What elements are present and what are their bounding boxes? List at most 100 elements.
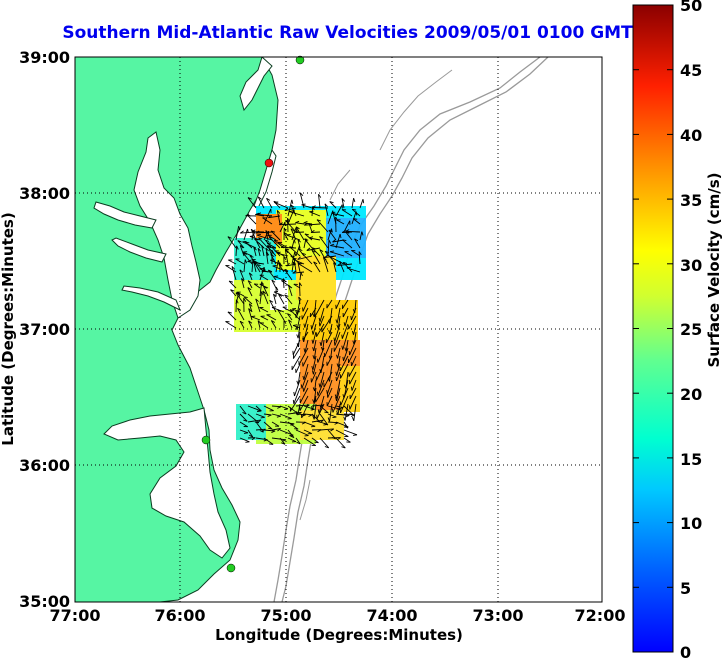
velocity-arrow-head bbox=[265, 247, 269, 252]
velocity-arrow bbox=[259, 266, 265, 281]
velocity-arrow bbox=[285, 219, 297, 233]
velocity-arrow bbox=[330, 245, 345, 249]
velocity-arrow bbox=[263, 429, 276, 432]
velocity-arrow bbox=[299, 282, 301, 297]
velocity-arrow-head bbox=[341, 198, 345, 202]
velocity-arrow-head bbox=[249, 255, 254, 258]
velocity-arrow bbox=[303, 429, 312, 434]
velocity-arrow-head bbox=[244, 259, 248, 264]
velocity-arrow-head bbox=[312, 399, 315, 404]
velocity-arrow-head bbox=[303, 348, 306, 353]
velocity-arrow-head bbox=[292, 270, 297, 274]
velocity-arrow bbox=[228, 259, 237, 265]
velocity-arrow-head bbox=[301, 414, 306, 417]
velocity-arrow-head bbox=[284, 294, 289, 297]
velocity-arrow-head bbox=[228, 280, 234, 283]
velocity-arrow bbox=[341, 198, 345, 209]
velocity-arrow-head bbox=[243, 419, 248, 422]
velocity-arrow bbox=[255, 231, 273, 234]
velocity-arrow bbox=[301, 252, 313, 265]
velocity-arrow-head bbox=[333, 262, 337, 266]
velocity-arrow-head bbox=[343, 322, 346, 327]
velocity-arrow bbox=[325, 331, 333, 344]
velocity-arrow-head bbox=[336, 363, 339, 368]
velocity-arrow bbox=[261, 245, 265, 257]
velocity-arrow bbox=[270, 230, 281, 241]
velocity-arrow bbox=[348, 315, 357, 330]
velocity-arrow bbox=[246, 214, 257, 225]
velocity-arrow bbox=[304, 233, 313, 241]
velocity-arrow bbox=[292, 271, 305, 274]
velocity-arrow bbox=[303, 421, 316, 427]
velocity-arrow bbox=[287, 199, 293, 217]
velocity-arrow-head bbox=[267, 245, 272, 249]
velocity-arrow bbox=[297, 255, 313, 260]
velocity-arrow bbox=[286, 234, 301, 241]
potomac-river bbox=[93, 201, 157, 229]
velocity-arrow-head bbox=[336, 324, 339, 329]
velocity-arrow-head bbox=[352, 340, 355, 345]
velocity-arrow bbox=[326, 355, 333, 366]
velocity-arrow bbox=[282, 306, 293, 313]
velocity-arrow bbox=[345, 339, 349, 352]
velocity-arrow-head bbox=[341, 446, 346, 449]
velocity-arrow bbox=[296, 299, 301, 315]
velocity-arrow bbox=[268, 236, 281, 249]
velocity-arrow bbox=[228, 280, 237, 289]
velocity-arrow-head bbox=[297, 256, 301, 260]
velocity-arrow bbox=[336, 387, 341, 402]
velocity-arrow-head bbox=[324, 203, 329, 208]
velocity-arrow-head bbox=[245, 241, 250, 244]
velocity-arrow-head bbox=[351, 414, 355, 417]
velocity-arrow-head bbox=[293, 239, 296, 244]
velocity-arrow bbox=[274, 250, 285, 257]
velocity-arrow bbox=[312, 363, 317, 375]
velocity-arrow-head bbox=[295, 313, 297, 319]
velocity-arrow-head bbox=[354, 238, 359, 242]
velocity-arrow-head bbox=[335, 371, 338, 376]
velocity-arrow bbox=[329, 363, 333, 382]
velocity-arrow-head bbox=[312, 355, 315, 360]
colorbar-tick-label: 15 bbox=[680, 450, 702, 469]
colorbar-tick-label: 20 bbox=[680, 385, 702, 404]
velocity-arrow bbox=[326, 395, 333, 407]
bathymetry-contours bbox=[273, 57, 549, 602]
velocity-arrow bbox=[311, 249, 321, 265]
velocity-arrow-head bbox=[257, 247, 262, 252]
velocity-arrow-head bbox=[351, 330, 354, 335]
velocity-arrow bbox=[319, 405, 329, 414]
velocity-arrow bbox=[236, 291, 245, 297]
velocity-arrow bbox=[313, 339, 317, 352]
velocity-arrow bbox=[319, 428, 334, 431]
velocity-arrow bbox=[292, 258, 305, 265]
velocity-arrow bbox=[349, 339, 357, 356]
velocity-arrow bbox=[316, 403, 325, 419]
velocity-arrows bbox=[225, 192, 365, 449]
velocity-arrow-head bbox=[318, 194, 322, 198]
velocity-arrow bbox=[293, 347, 301, 359]
velocity-arrow bbox=[324, 339, 333, 358]
velocity-arrow bbox=[251, 316, 261, 321]
velocity-arrow-head bbox=[265, 251, 270, 256]
velocity-arrow-head bbox=[326, 390, 328, 395]
velocity-arrow-head bbox=[290, 228, 295, 232]
velocity-arrow-head bbox=[257, 409, 262, 412]
velocity-arrow bbox=[230, 289, 237, 297]
velocity-arrow bbox=[259, 268, 269, 273]
rappahannock-river bbox=[111, 237, 167, 263]
velocity-arrow bbox=[239, 413, 248, 422]
velocity-arrow bbox=[335, 413, 350, 416]
velocity-arrow bbox=[259, 322, 269, 329]
colorbar-label: Surface Velocity (cm/s) bbox=[705, 172, 723, 367]
velocity-arrow-head bbox=[241, 278, 245, 282]
velocity-arrow bbox=[331, 212, 345, 217]
x-tick-label: 75:00 bbox=[261, 606, 312, 625]
velocity-arrow bbox=[284, 294, 293, 305]
velocity-arrow-head bbox=[318, 317, 321, 322]
velocity-arrow bbox=[316, 323, 325, 337]
velocity-arrow bbox=[278, 294, 285, 305]
velocity-arrow bbox=[299, 387, 309, 404]
velocity-arrow-head bbox=[312, 313, 315, 318]
velocity-arrow bbox=[342, 299, 349, 310]
